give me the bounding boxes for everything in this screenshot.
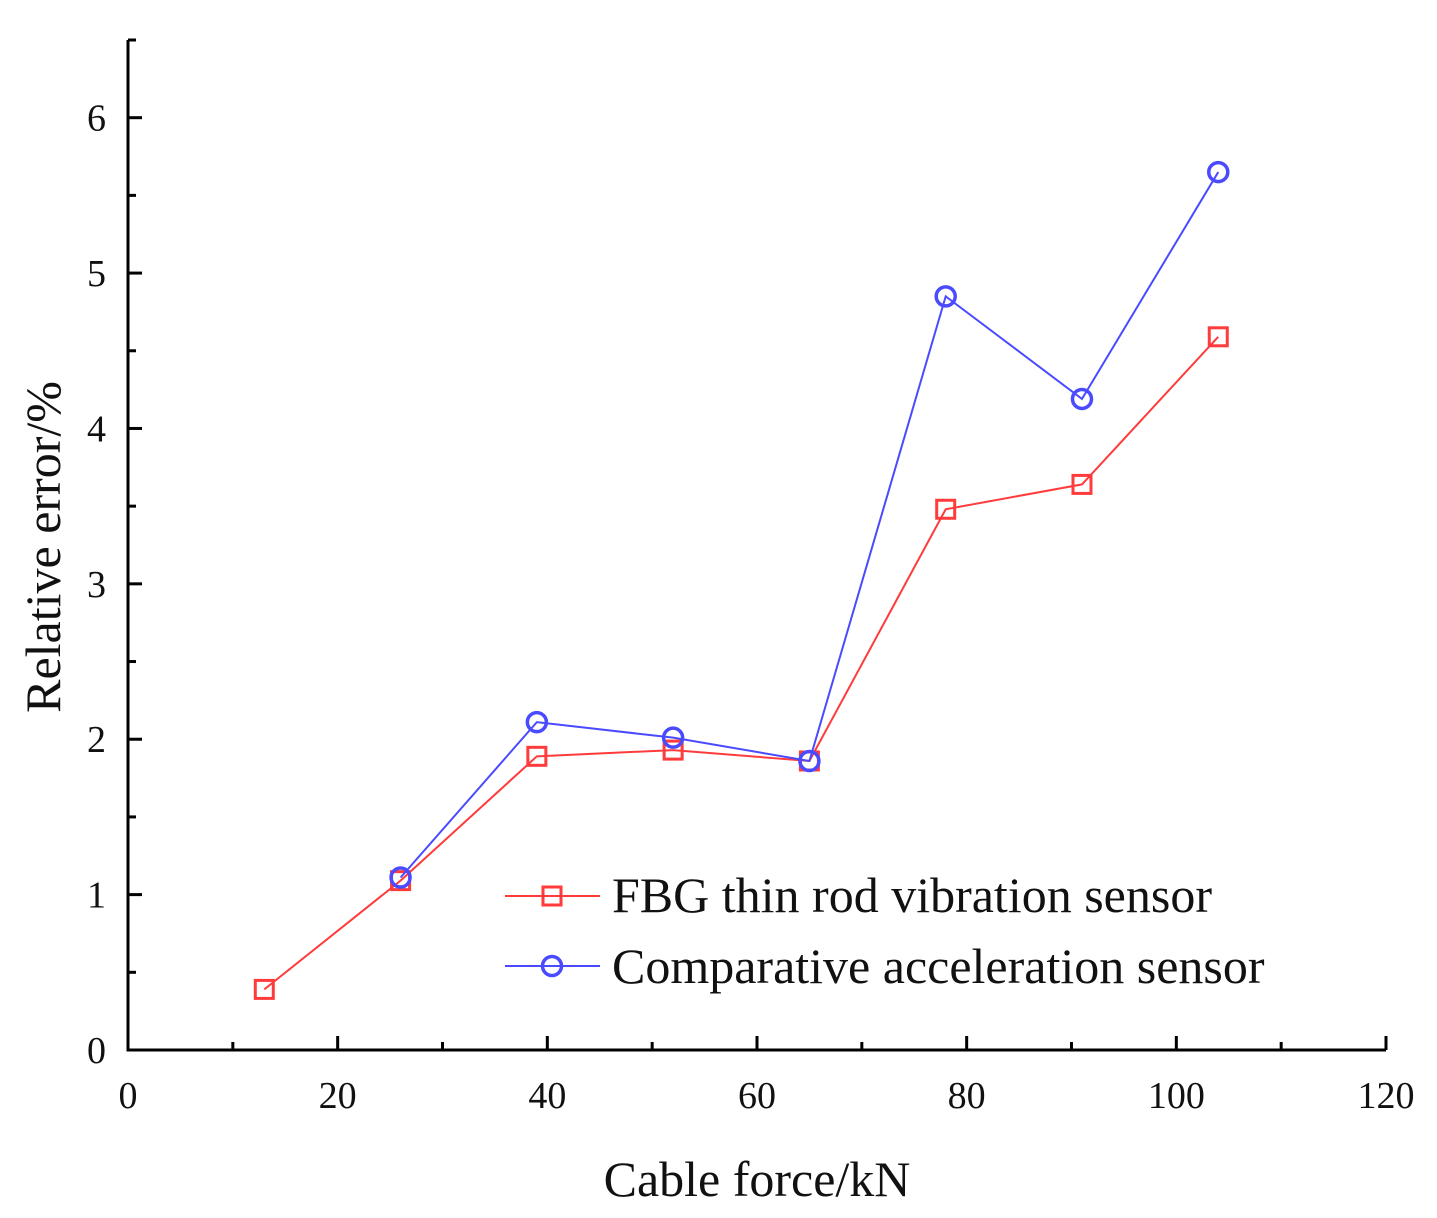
- data-point-circle: [798, 749, 821, 773]
- y-axis-label: Relative error/%: [15, 381, 71, 713]
- series-layer: [253, 160, 1230, 1000]
- x-tick-label: 40: [528, 1075, 566, 1117]
- ticks: 0 20 40 60 80 100 120 0 1 2 3 4 5 6: [87, 38, 1415, 1117]
- y-tick-label: 5: [87, 253, 106, 295]
- y-tick-label: 0: [87, 1030, 106, 1072]
- y-tick-label: 6: [87, 98, 106, 140]
- legend-entry-accel: Comparative acceleration sensor: [505, 938, 1265, 994]
- series-line: [263, 336, 1220, 991]
- x-tick-label: 20: [319, 1075, 357, 1117]
- x-tick-label: 0: [119, 1075, 138, 1117]
- data-point-circle: [661, 726, 685, 749]
- data-point-square: [526, 745, 548, 767]
- data-point-circle: [1207, 160, 1230, 184]
- legend: FBG thin rod vibration sensor Comparativ…: [505, 867, 1265, 994]
- legend-marker-accel: [540, 954, 564, 978]
- legend-label-fbg: FBG thin rod vibration sensor: [612, 867, 1212, 923]
- data-point-square: [253, 978, 275, 1000]
- series-line: [399, 171, 1220, 879]
- x-tick-label: 60: [738, 1075, 776, 1117]
- legend-entry-fbg: FBG thin rod vibration sensor: [505, 867, 1212, 923]
- legend-marker-fbg: [541, 885, 563, 907]
- data-point-square: [1071, 473, 1093, 495]
- y-tick-label: 4: [87, 408, 106, 450]
- data-point-circle: [934, 285, 957, 308]
- y-tick-label: 2: [87, 719, 106, 761]
- legend-label-accel: Comparative acceleration sensor: [612, 938, 1265, 994]
- x-tick-label: 120: [1358, 1075, 1415, 1117]
- x-tick-label: 100: [1148, 1075, 1205, 1117]
- series-accel: [389, 160, 1230, 889]
- data-point-square: [1207, 326, 1229, 348]
- x-axis-label: Cable force/kN: [604, 1151, 911, 1207]
- data-point-square: [935, 498, 957, 520]
- data-point-circle: [389, 866, 412, 889]
- y-tick-label: 3: [87, 564, 106, 606]
- data-point-circle: [525, 710, 549, 734]
- data-point-square: [662, 739, 684, 761]
- y-tick-label: 1: [87, 875, 106, 917]
- x-tick-label: 80: [948, 1075, 986, 1117]
- data-point-circle: [1070, 387, 1094, 411]
